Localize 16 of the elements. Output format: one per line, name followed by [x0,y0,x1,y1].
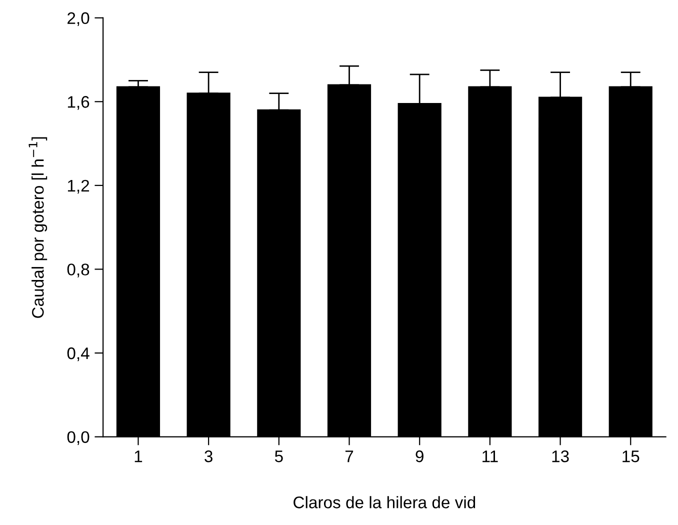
y-tick-label: 0,4 [67,347,90,362]
x-tick-label: 13 [552,450,569,462]
x-tick-label: 15 [622,450,640,462]
x-tick-label: 11 [482,450,498,462]
y-tick-label: 2,0 [68,12,90,26]
x-tick-label: 9 [416,450,424,462]
x-tick-label: 1 [134,450,142,462]
x-tick-label: 3 [204,450,212,462]
x-tick-label: 5 [274,450,283,462]
y-tick-label: 1,2 [68,180,90,194]
y-axis-title: Caudal por gotero [l h$^{−1}$] [28,137,48,318]
y-tick-label: 0,8 [67,264,90,278]
x-tick-label: 7 [345,450,354,462]
y-tick-label: 0,0 [67,431,90,445]
x-axis-title: Claros de la hilera de vid [294,496,476,508]
y-tick-label: 1,6 [68,96,90,110]
